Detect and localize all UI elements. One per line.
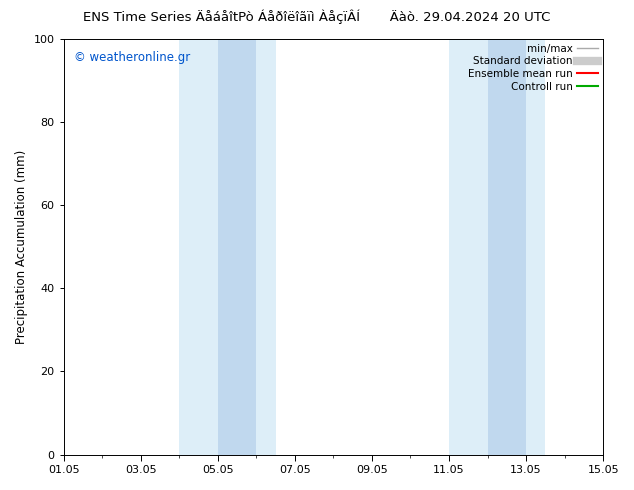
Legend: min/max, Standard deviation, Ensemble mean run, Controll run: min/max, Standard deviation, Ensemble me… bbox=[466, 42, 600, 94]
Bar bbox=[179, 39, 276, 455]
Text: ENS Time Series ÄåáåîtPò Áåðîëîãïì ÀåçïÂÍ       Äàò. 29.04.2024 20 UTC: ENS Time Series ÄåáåîtPò Áåðîëîãïì ÀåçïÂ… bbox=[83, 10, 551, 24]
Bar bbox=[449, 39, 545, 455]
Y-axis label: Precipitation Accumulation (mm): Precipitation Accumulation (mm) bbox=[15, 149, 28, 343]
Bar bbox=[488, 39, 526, 455]
Bar bbox=[217, 39, 256, 455]
Text: © weatheronline.gr: © weatheronline.gr bbox=[74, 51, 191, 64]
